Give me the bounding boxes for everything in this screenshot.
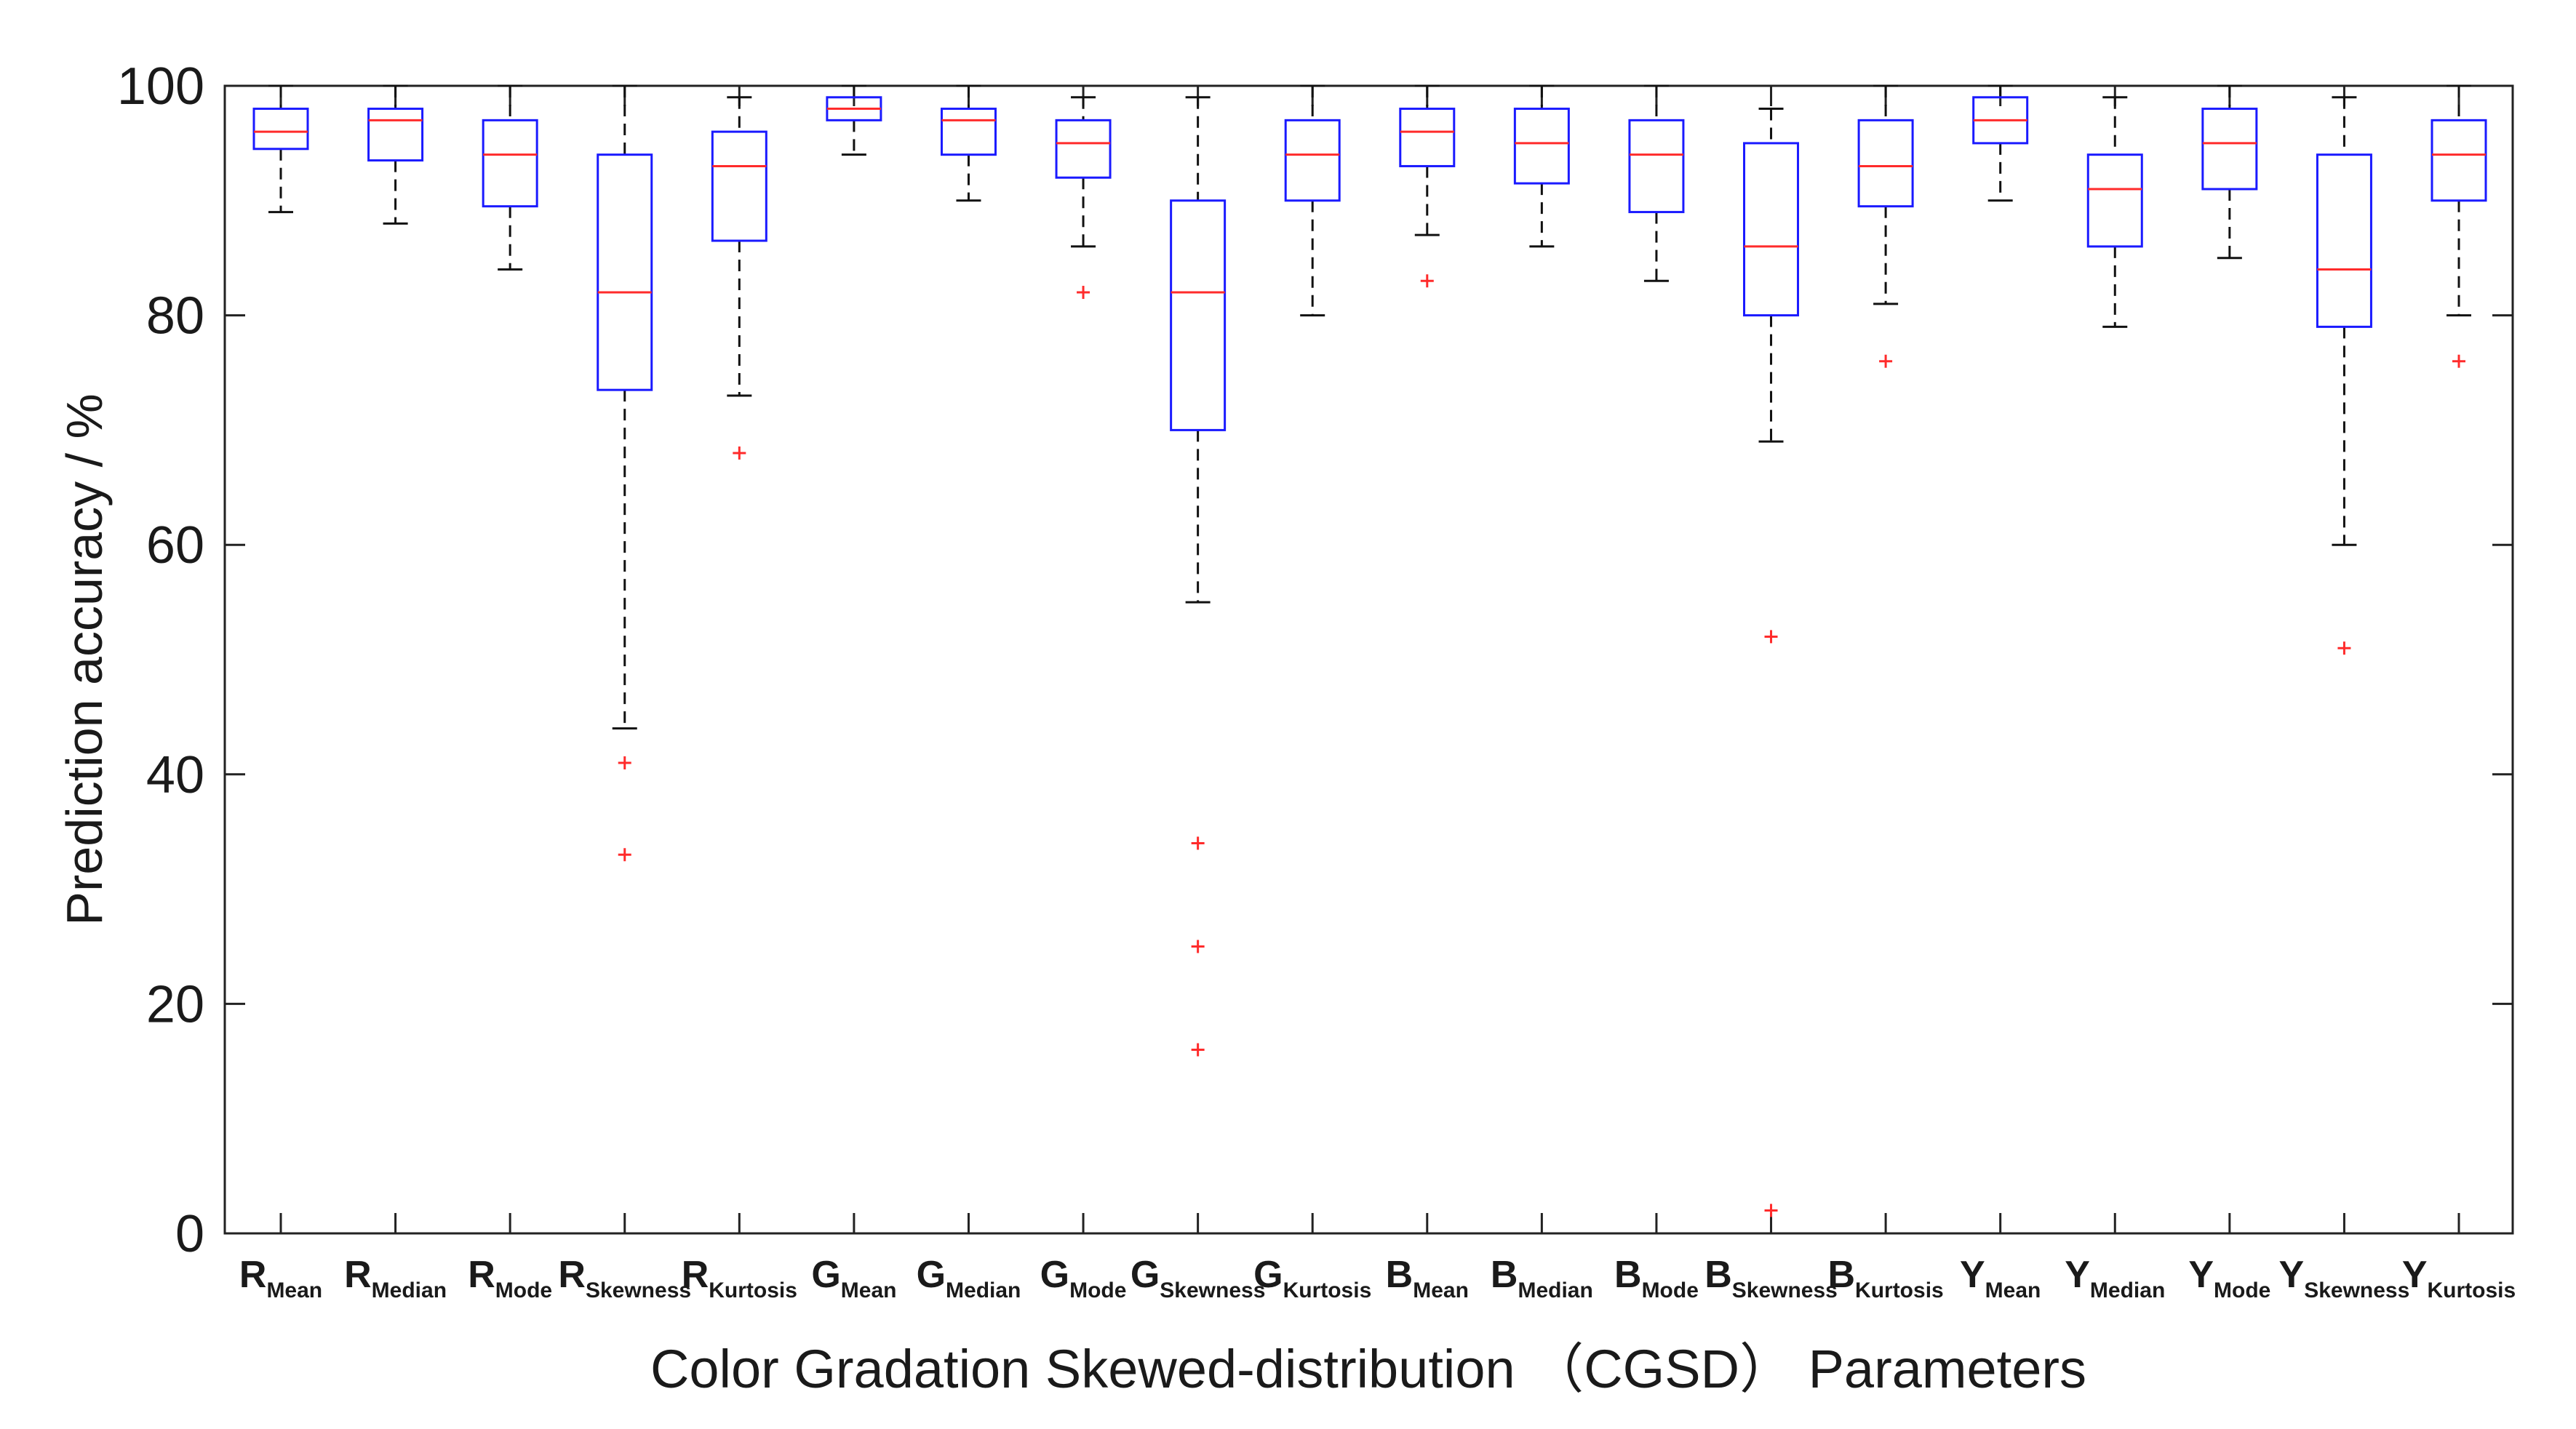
box-item: [252, 84, 309, 214]
y-tick-label: 60: [146, 516, 204, 575]
outlier-point: [1077, 286, 1090, 300]
outlier-point: [618, 756, 631, 770]
iqr-box: [1399, 108, 1456, 167]
outlier-point: [2452, 354, 2465, 368]
outlier-point: [2337, 641, 2351, 655]
x-tick-label: BSkewness: [1704, 1254, 1838, 1302]
box-series: [252, 84, 2487, 1217]
x-tick-label: YSkewness: [2279, 1254, 2410, 1302]
x-axis-label: Color Gradation Skewed-distribution （CGS…: [650, 1339, 2086, 1399]
outlier-point: [1764, 630, 1778, 644]
iqr-box: [597, 153, 653, 391]
box-item: [1972, 84, 2029, 202]
box-item: [2316, 96, 2372, 655]
iqr-box: [2431, 119, 2487, 202]
iqr-box: [711, 130, 767, 242]
x-tick-label: YMean: [1960, 1254, 2041, 1302]
y-tick-label: 80: [146, 287, 204, 345]
outlier-point: [733, 446, 746, 460]
iqr-box: [1170, 199, 1227, 431]
box-item: [2201, 84, 2258, 260]
iqr-box: [1628, 119, 1685, 214]
x-tick-label: RSkewness: [558, 1254, 691, 1302]
box-item: [2086, 96, 2143, 328]
iqr-box: [1857, 119, 1914, 208]
x-tick-label: GMode: [1040, 1254, 1127, 1302]
x-tick-label: GKurtosis: [1253, 1254, 1371, 1302]
outlier-point: [1764, 1204, 1778, 1217]
box-item: [711, 96, 767, 460]
outlier-point: [1191, 940, 1205, 953]
box-item: [1170, 96, 1227, 1057]
box-item: [1628, 84, 1685, 282]
outlier-point: [1191, 836, 1205, 850]
box-item: [940, 84, 997, 202]
y-axis-label: Prediction accuracy / %: [56, 393, 113, 925]
x-tick-label: GMedian: [917, 1254, 1021, 1302]
y-tick-label: 100: [117, 57, 204, 116]
outlier-point: [1420, 274, 1434, 288]
outlier-point: [1191, 1043, 1205, 1057]
box-item: [2431, 84, 2487, 368]
x-tick-label: BMedian: [1491, 1254, 1593, 1302]
iqr-box: [2201, 108, 2258, 191]
outlier-point: [1879, 354, 1893, 368]
box-item: [1284, 84, 1341, 317]
y-tick-label: 20: [146, 975, 204, 1033]
box-item: [1513, 84, 1570, 248]
iqr-box: [482, 119, 538, 208]
plot-area-frame: [223, 84, 2514, 1235]
x-tick-label: RMode: [468, 1254, 552, 1302]
box-item: [826, 84, 882, 156]
x-tick-label: BMode: [1614, 1254, 1699, 1302]
box-item: [367, 84, 424, 225]
iqr-box: [940, 108, 997, 156]
x-tick-label: RMean: [239, 1254, 322, 1302]
x-tick-label: BMean: [1386, 1254, 1469, 1302]
x-tick-label: YKurtosis: [2402, 1254, 2516, 1302]
box-item: [1857, 84, 1914, 368]
x-tick-label: BKurtosis: [1827, 1254, 1943, 1302]
x-tick-label: RKurtosis: [682, 1254, 797, 1302]
x-tick-label: RMedian: [344, 1254, 447, 1302]
iqr-box: [1284, 119, 1341, 202]
x-tick-label: YMedian: [2065, 1254, 2165, 1302]
iqr-box: [1513, 108, 1570, 185]
iqr-box: [2316, 153, 2372, 328]
y-tick-label: 0: [175, 1205, 204, 1263]
y-axis-ticks: 0 20 40 60 80 100: [117, 57, 2513, 1263]
iqr-box: [1055, 119, 1112, 179]
iqr-box: [367, 108, 424, 162]
iqr-box: [2086, 153, 2143, 248]
x-tick-label: GMean: [811, 1254, 896, 1302]
outlier-point: [618, 848, 631, 862]
x-tick-label: YMode: [2188, 1254, 2270, 1302]
box-item: [482, 84, 538, 271]
y-tick-label: 40: [146, 746, 204, 804]
box-item: [597, 84, 653, 862]
iqr-box: [252, 108, 309, 151]
x-tick-label: GSkewness: [1131, 1254, 1266, 1302]
box-item: [1055, 96, 1112, 300]
box-item: [1399, 84, 1456, 288]
box-item: [1743, 108, 1800, 1217]
iqr-box: [1743, 142, 1800, 317]
